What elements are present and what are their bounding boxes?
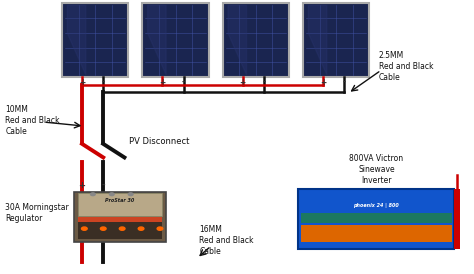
Text: +: +: [79, 181, 85, 190]
Bar: [78, 222, 162, 239]
Bar: [301, 213, 452, 223]
Circle shape: [91, 193, 95, 196]
Bar: [62, 3, 128, 77]
Text: +: +: [239, 78, 246, 87]
Text: 30A Morningstar
Regulator: 30A Morningstar Regulator: [5, 203, 69, 223]
Bar: [74, 192, 166, 242]
Circle shape: [82, 227, 87, 230]
Text: +: +: [320, 78, 326, 87]
Circle shape: [128, 193, 133, 196]
Text: +: +: [159, 78, 165, 87]
Bar: [301, 225, 452, 242]
Circle shape: [138, 227, 144, 230]
Text: PV Disconnect: PV Disconnect: [129, 137, 190, 145]
Circle shape: [119, 227, 125, 230]
Text: -: -: [262, 78, 265, 87]
Text: 800VA Victron
Sinewave
Inverter: 800VA Victron Sinewave Inverter: [349, 154, 403, 185]
Text: +: +: [79, 78, 85, 87]
Bar: [143, 3, 209, 77]
Text: 16MM
Red and Black
Cable: 16MM Red and Black Cable: [199, 225, 254, 256]
Bar: [455, 189, 460, 249]
Circle shape: [157, 227, 163, 230]
Text: -: -: [101, 78, 105, 87]
Bar: [78, 217, 162, 223]
Text: phoenix 24 | 800: phoenix 24 | 800: [354, 203, 399, 208]
Text: -: -: [343, 78, 346, 87]
Bar: [303, 3, 369, 77]
Bar: [223, 3, 289, 77]
Text: -: -: [101, 181, 105, 190]
Circle shape: [100, 227, 106, 230]
Circle shape: [109, 193, 114, 196]
Text: ProStar 30: ProStar 30: [105, 198, 135, 203]
Text: 2.5MM
Red and Black
Cable: 2.5MM Red and Black Cable: [379, 50, 433, 82]
Bar: [78, 193, 162, 216]
Text: 10MM
Red and Black
Cable: 10MM Red and Black Cable: [5, 105, 60, 136]
Text: -: -: [182, 78, 185, 87]
Bar: [299, 189, 455, 249]
